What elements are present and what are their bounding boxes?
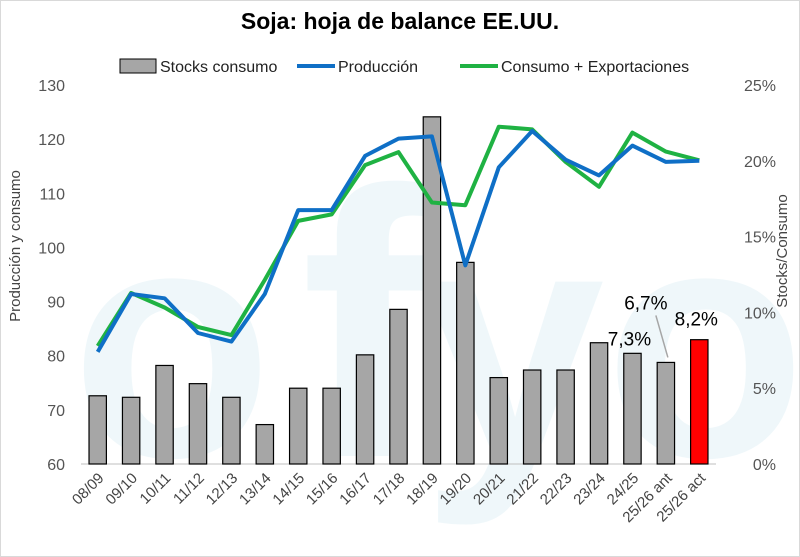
bar-stocks-consumo xyxy=(522,369,542,465)
annotations: 7,3% 6,7% 8,2% xyxy=(608,293,718,358)
y-axis-left-label: Producción y consumo xyxy=(7,170,24,322)
bar-stocks-consumo xyxy=(121,396,141,465)
legend-swatch-stocks xyxy=(119,58,157,74)
bar-stocks-consumo xyxy=(623,352,642,465)
bar-stocks-consumo xyxy=(188,383,208,465)
line-series xyxy=(95,124,700,353)
y-left-tick-label: 90 xyxy=(47,295,65,312)
y-left-tick-label: 60 xyxy=(47,457,65,474)
legend: Stocks consumo Producción Consumo + Expo… xyxy=(119,58,689,76)
legend-label-consumo: Consumo + Exportaciones xyxy=(501,59,689,76)
y-right-tick-label: 15% xyxy=(744,230,776,247)
bar-stocks-consumo xyxy=(456,261,475,465)
y-right-tick-label: 25% xyxy=(744,78,776,95)
legend-label-stocks: Stocks consumo xyxy=(160,59,277,76)
bar-stocks-consumo xyxy=(355,354,375,465)
data-label-25-26-ant: 6,7% xyxy=(624,293,667,314)
bar-stocks-consumo xyxy=(322,387,341,465)
bar-stocks-consumo xyxy=(155,364,174,465)
svg-text:f: f xyxy=(301,112,432,537)
y-right-tick-label: 0% xyxy=(753,457,776,474)
y-right-tick-label: 20% xyxy=(744,154,776,171)
bar-stocks-consumo xyxy=(222,396,241,465)
bar-stocks-consumo xyxy=(255,423,275,465)
bar-stocks-consumo xyxy=(656,361,676,465)
bar-stocks-consumo xyxy=(389,308,408,465)
bar-stocks-consumo xyxy=(88,395,107,465)
leader-line-25-26-ant xyxy=(655,315,669,358)
chart-title: Soja: hoja de balance EE.UU. xyxy=(241,8,559,34)
y-axis-right-label: Stocks/Consumo xyxy=(774,194,791,307)
data-label-24-25: 7,3% xyxy=(608,329,651,350)
y-left-tick-label: 100 xyxy=(38,240,65,257)
y-left-tick-label: 110 xyxy=(39,186,65,203)
bar-stocks-consumo xyxy=(689,339,709,465)
data-label-25-26-act: 8,2% xyxy=(675,310,718,331)
legend-label-produccion: Producción xyxy=(338,59,418,76)
bar-stocks-consumo xyxy=(288,387,308,465)
y-right-tick-label: 5% xyxy=(753,381,776,398)
y-left-tick-label: 80 xyxy=(47,349,65,366)
svg-text:yo: yo xyxy=(421,157,799,528)
y-right-tick-label: 10% xyxy=(744,305,776,322)
y-left-tick-label: 130 xyxy=(38,78,65,95)
y-left-tick-label: 70 xyxy=(47,403,65,420)
bar-stocks-consumo xyxy=(422,116,442,465)
watermark-logo: o f yo xyxy=(71,112,799,537)
line-consumo-exportaciones xyxy=(96,124,700,348)
line-produccion xyxy=(95,129,700,353)
y-left-tick-label: 120 xyxy=(38,132,65,149)
bar-stocks-consumo xyxy=(489,376,509,465)
bar-stocks-consumo xyxy=(556,369,575,465)
bar-stocks-consumo xyxy=(589,342,609,465)
